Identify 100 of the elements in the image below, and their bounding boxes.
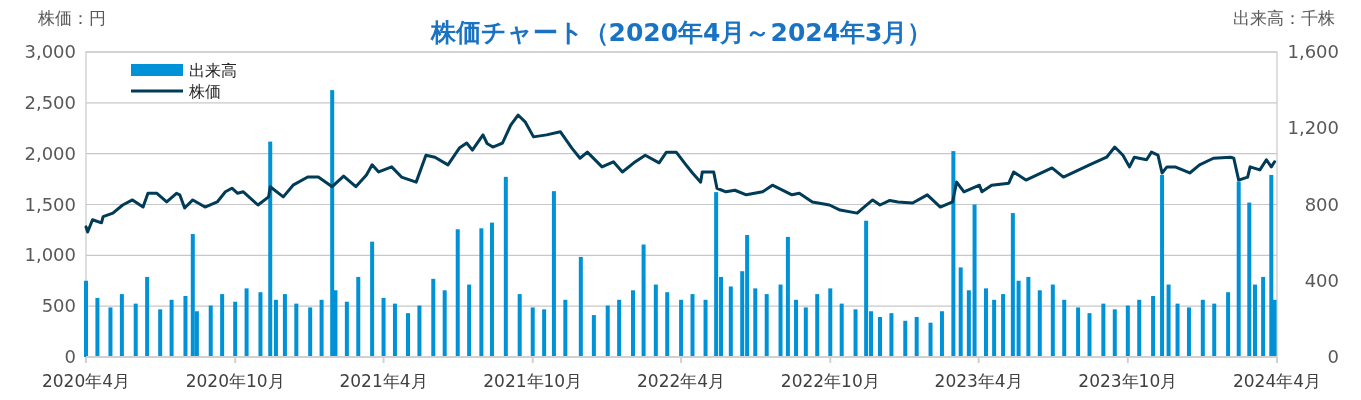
x-tick-label: 2022年4月 [637, 371, 726, 391]
bar [1212, 303, 1217, 357]
bar [1200, 299, 1205, 357]
legend-label: 出来高 [189, 61, 237, 80]
bar [679, 299, 684, 357]
bar [406, 313, 410, 357]
bar [1186, 307, 1191, 357]
x-tick-label: 2023年4月 [934, 371, 1023, 391]
bar [1112, 309, 1117, 357]
bar [479, 228, 484, 357]
x-tick-label: 2021年10月 [483, 371, 583, 391]
bar [764, 294, 769, 357]
y-tick-label: 0 [64, 346, 76, 367]
bar [803, 307, 808, 357]
bar [1175, 303, 1180, 357]
bar [145, 276, 150, 357]
bar [828, 288, 833, 357]
bar [839, 303, 844, 357]
bar [108, 307, 113, 357]
bar [517, 294, 522, 357]
bar [1037, 290, 1042, 357]
y-tick-label: 3,000 [24, 41, 76, 62]
y-axis-title: 株価：円 [37, 8, 106, 28]
bar [84, 280, 88, 357]
bar [294, 303, 299, 357]
y2-tick-label: 0 [1327, 346, 1339, 367]
bar [233, 301, 238, 357]
bar [690, 294, 695, 357]
bar [417, 305, 422, 357]
bar [778, 284, 783, 357]
bar [1137, 299, 1142, 357]
y-tick-label: 2,000 [24, 142, 76, 164]
bar [703, 299, 708, 357]
bar [1010, 213, 1015, 357]
bar [853, 309, 858, 357]
bar [356, 276, 361, 357]
bar [1125, 305, 1130, 357]
bar [983, 288, 988, 357]
bar [319, 299, 324, 357]
bar [1166, 284, 1171, 357]
bar [220, 294, 225, 357]
bar [244, 288, 249, 357]
y2-tick-label: 1,200 [1287, 117, 1339, 139]
y-tick-label: 1,500 [24, 193, 76, 215]
bar [542, 309, 547, 357]
bar [169, 299, 174, 357]
bar [1269, 174, 1274, 357]
bar [972, 204, 977, 357]
bar [631, 290, 635, 357]
x-tick-label: 2024年4月 [1232, 371, 1322, 391]
bar [878, 316, 882, 357]
bar [951, 151, 956, 357]
bar [1001, 294, 1006, 357]
bar [641, 244, 646, 357]
bar [455, 229, 460, 357]
bar [914, 316, 919, 357]
bar [431, 278, 436, 357]
bar [864, 220, 869, 357]
bar [578, 256, 583, 357]
y-tick-label: 2,500 [24, 91, 76, 113]
y2-tick-label: 1,600 [1287, 41, 1339, 62]
bar [381, 297, 386, 357]
bar [785, 236, 790, 357]
bar [958, 267, 963, 357]
bar [591, 315, 596, 357]
bar [753, 288, 758, 357]
bar [503, 176, 508, 357]
bar [282, 294, 287, 357]
legend-label: 株価 [188, 82, 221, 101]
x-tick-label: 2023年10月 [1078, 371, 1178, 391]
bar [815, 294, 820, 357]
bar [158, 309, 163, 357]
bar [1236, 181, 1241, 357]
bar [1087, 313, 1092, 357]
y-tick-label: 1,000 [24, 244, 76, 266]
chart-title: 株価チャート（2020年4月～2024年3月） [429, 18, 933, 47]
bar [1160, 174, 1165, 357]
bar [273, 299, 278, 357]
x-tick-label: 2020年10月 [185, 371, 285, 391]
bar [530, 307, 535, 357]
bar [653, 284, 658, 357]
bar [268, 141, 273, 357]
bar [119, 294, 124, 357]
bar [1050, 284, 1055, 357]
y2-tick-label: 800 [1304, 193, 1339, 215]
bar [258, 292, 263, 357]
bar [1247, 202, 1252, 357]
bar [714, 192, 719, 357]
bar [728, 286, 733, 357]
x-tick-label: 2021年4月 [339, 371, 428, 391]
bar [344, 301, 349, 357]
bar [190, 234, 195, 357]
bar [1261, 276, 1266, 357]
bar [665, 292, 670, 357]
bar [1101, 303, 1106, 357]
bar [1076, 307, 1081, 357]
bar [966, 290, 971, 357]
x-tick-label: 2020年4月 [41, 371, 131, 391]
bar [95, 297, 100, 357]
bar [1252, 284, 1257, 357]
